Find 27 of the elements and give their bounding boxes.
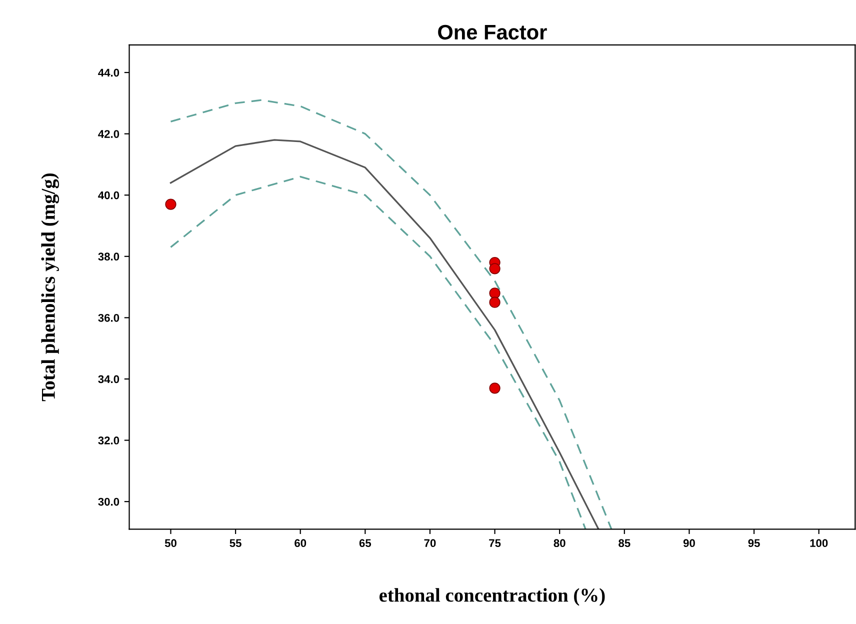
y-tick-label: 30.0	[98, 498, 120, 506]
point	[489, 263, 500, 274]
x-tick-label: 70	[424, 539, 436, 548]
point	[165, 198, 176, 210]
chart-title: One Factor	[438, 24, 547, 40]
x-tick-label: 100	[810, 539, 828, 548]
point	[489, 288, 500, 299]
y-tick-label: 42.0	[98, 130, 120, 138]
x-axis-title: ethonal concentraction (%)	[379, 588, 605, 606]
x-tick-label: 55	[230, 539, 242, 548]
x-tick-label: 75	[489, 539, 501, 548]
x-tick-label: 85	[618, 539, 630, 548]
point	[489, 296, 500, 308]
x-tick-label: 65	[359, 539, 372, 548]
x-tick-label: 80	[554, 539, 566, 548]
x-tick-label: 50	[164, 539, 176, 548]
y-tick-label: 44.0	[98, 68, 120, 77]
y-tick-label: 38.0	[98, 252, 120, 261]
x-tick-label: 60	[294, 539, 306, 548]
y-tick-label: 32.0	[98, 436, 120, 444]
y-axis-title: Total phenolics yield (mg/g)	[41, 173, 60, 402]
y-tick-label: 36.0	[98, 314, 120, 322]
x-tick-label: 95	[748, 539, 760, 548]
point	[489, 382, 500, 394]
x-tick-label: 90	[683, 539, 695, 548]
y-tick-label: 34.0	[98, 375, 120, 384]
y-tick-label: 40.0	[98, 191, 120, 200]
